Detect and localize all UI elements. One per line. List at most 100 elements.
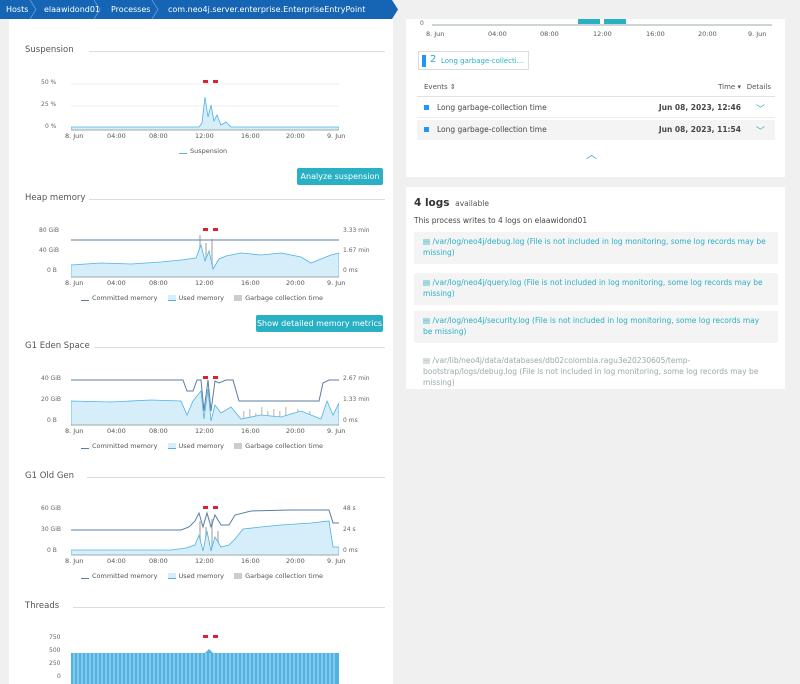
suspension-chart[interactable] [71,75,339,131]
y-tick: 0 B [47,547,57,554]
event-marker [203,80,208,83]
y2-tick: 0 ms [343,267,358,274]
oldgen-committed-series [71,509,339,531]
chevron-down-icon[interactable]: ﹀ [755,127,765,137]
x-tick: 04:00 [107,557,126,565]
crumb-host[interactable]: elaawidond01 [44,5,101,14]
y-tick: 80 GiB [39,227,59,234]
log-item[interactable]: ▤ /var/log/neo4j/query.log (File is not … [414,273,778,305]
legend-suspension[interactable]: Suspension [179,147,227,155]
legend-used[interactable]: Used memory [167,294,224,302]
heap-chart[interactable] [71,223,339,278]
x-tick: 12:00 [195,279,214,287]
event-marker [203,635,208,638]
chevron-up-icon[interactable]: ︿ [586,148,597,161]
x-tick: 16:00 [241,279,260,287]
event-marker [213,635,218,638]
gc-event-chip[interactable]: 2 Long garbage-collecti... [418,51,529,70]
x-tick: 08:00 [149,427,168,435]
y-tick: 30 GiB [41,526,61,533]
gc-event-bar [604,19,626,24]
eden-title: G1 Eden Space [25,341,90,351]
legend-used[interactable]: Used memory [167,572,224,580]
y2-tick: 1.33 min [343,396,370,403]
y-tick: 0 [420,20,424,27]
y-tick: 40 GiB [39,247,59,254]
event-marker [213,228,218,231]
legend-committed[interactable]: Committed memory [81,572,157,580]
y2-tick: 1.67 min [343,247,370,254]
threads-chart[interactable] [71,631,339,684]
divider [94,347,385,348]
event-marker [203,376,208,379]
x-tick: 04:00 [107,279,126,287]
legend-committed[interactable]: Committed memory [81,442,157,450]
x-tick: 08:00 [149,132,168,140]
event-time: Jun 08, 2023, 12:46 [658,103,741,112]
crumb-processes[interactable]: Processes [111,5,151,14]
y2-tick: 24 s [343,526,356,533]
x-tick: 04:00 [488,30,507,38]
oldgen-used-series [71,520,339,556]
show-memory-metrics-button[interactable]: Show detailed memory metrics [256,315,383,332]
gc-event-bar [578,19,600,24]
x-tick: 20:00 [286,279,305,287]
legend-gc-time[interactable]: Garbage collection time [234,572,323,580]
oldgen-chart[interactable] [71,501,339,556]
eden-legend: Committed memory Used memory Garbage col… [81,442,331,450]
x-tick: 16:00 [241,132,260,140]
file-icon: ▤ [423,356,433,365]
log-item[interactable]: ▤ /var/log/neo4j/debug.log (File is not … [414,232,778,264]
y2-tick: 0 ms [343,417,358,424]
legend-gc-time[interactable]: Garbage collection time [234,294,323,302]
logs-header: 4 logs available [414,197,489,209]
x-tick: 12:00 [195,132,214,140]
y-tick: 0 % [45,123,57,130]
y2-tick: 3.33 min [343,227,370,234]
analyze-suspension-button[interactable]: Analyze suspension [297,168,383,185]
eden-committed-series [71,379,339,412]
event-name: Long garbage-collection time [437,125,547,134]
y-tick: 750 [49,634,61,641]
x-tick: 20:00 [698,30,717,38]
oldgen-legend: Committed memory Used memory Garbage col… [81,572,331,580]
threads-series [71,653,339,684]
x-tick: 04:00 [107,427,126,435]
x-tick: 16:00 [241,557,260,565]
x-tick: 20:00 [286,427,305,435]
logs-available: available [455,199,489,208]
x-tick: 9. Jun [748,30,767,38]
legend-committed[interactable]: Committed memory [81,294,157,302]
threads-bar-gaps [73,653,335,684]
x-tick: 8. Jun [65,427,84,435]
x-tick: 9. Jun [327,132,346,140]
crumb-hosts[interactable]: Hosts [6,5,29,14]
oldgen-title: G1 Old Gen [25,471,75,481]
gc-events-panel: 0 8. Jun 04:00 08:00 12:00 16:00 20:00 9… [406,19,785,177]
event-marker [213,506,218,509]
header-time[interactable]: Time ▾ [718,83,741,91]
chevron-down-icon[interactable]: ﹀ [755,105,765,115]
legend-gc-time[interactable]: Garbage collection time [234,442,323,450]
x-tick: 8. Jun [65,132,84,140]
file-icon: ▤ [423,237,433,246]
event-row[interactable]: Long garbage-collection time Jun 08, 202… [417,98,775,118]
gc-timeline[interactable] [432,19,772,27]
event-marker [213,80,218,83]
legend-used[interactable]: Used memory [167,442,224,450]
x-tick: 12:00 [593,30,612,38]
x-tick: 9. Jun [327,279,346,287]
x-tick: 08:00 [540,30,559,38]
header-events[interactable]: Events ⇕ [424,83,456,91]
x-tick: 9. Jun [327,427,346,435]
breadcrumb: Hosts elaawidond01 Processes com.neo4j.s… [0,0,800,19]
log-item[interactable]: ▤ /var/log/neo4j/security.log (File is n… [414,311,778,343]
eden-chart[interactable] [71,371,339,426]
chip-color [422,55,426,67]
event-row[interactable]: Long garbage-collection time Jun 08, 202… [417,120,775,140]
crumb-process[interactable]: com.neo4j.server.enterprise.EnterpriseEn… [168,5,366,14]
event-color [424,127,429,132]
y-tick: 25 % [41,101,57,108]
y2-tick: 0 ms [343,547,358,554]
y-tick: 50 % [41,79,57,86]
